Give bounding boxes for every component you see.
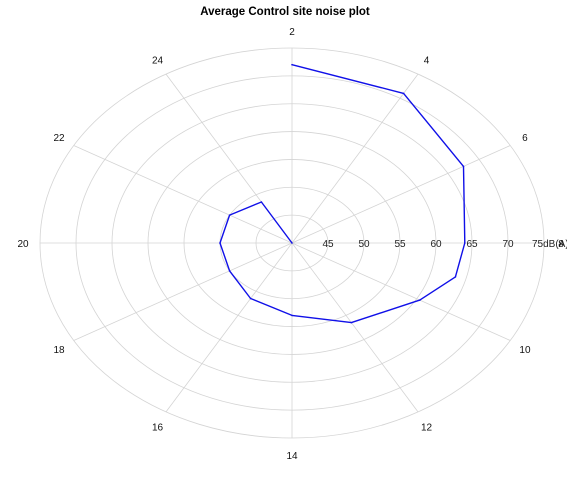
series-layer (219, 63, 466, 324)
data-point (350, 321, 353, 324)
angle-tick-label: 20 (17, 239, 29, 250)
grid-spoke (291, 145, 511, 244)
radial-tick-label: 55 (394, 239, 406, 250)
data-point (464, 242, 466, 244)
radial-tick-label: 65 (466, 239, 478, 250)
data-point (228, 270, 231, 272)
series-line (219, 64, 466, 324)
radial-tick-label: 50 (358, 239, 370, 250)
data-point (260, 201, 263, 203)
angle-tick-label: 16 (152, 423, 164, 434)
angle-tick-label: 6 (522, 133, 528, 144)
angle-tick-label: 14 (286, 451, 298, 462)
radial-tick-label: 75dB(A) (532, 239, 567, 250)
radial-tick-label: 70 (502, 239, 514, 250)
grid-spoke (165, 242, 293, 413)
grid-spoke (291, 242, 511, 341)
angle-tick-label: 24 (152, 55, 164, 66)
angle-tick-label: 12 (421, 423, 433, 434)
grid-spoke (291, 73, 419, 244)
data-point (219, 242, 221, 244)
data-point (454, 276, 457, 278)
data-point (402, 92, 405, 95)
angle-tick-label: 10 (519, 345, 531, 356)
grid-spoke (73, 242, 293, 341)
data-point (462, 165, 465, 168)
data-point (291, 63, 293, 66)
chart-title: Average Control site noise plot (200, 6, 370, 18)
polar-grid (39, 47, 545, 439)
angle-tick-label: 18 (53, 345, 65, 356)
radial-tick-label: 60 (430, 239, 442, 250)
angle-tick-label: 4 (424, 55, 430, 66)
angle-tick-label: 2 (289, 27, 295, 38)
data-point (249, 297, 252, 300)
radial-tick-label: 45 (322, 239, 334, 250)
data-point (228, 214, 231, 216)
data-point (291, 242, 293, 244)
grid-spoke (73, 145, 293, 244)
grid-spoke (291, 242, 419, 413)
data-point (291, 314, 293, 317)
radial-tick-labels: 45 50 55 60 65 70 75dB(A) (322, 239, 567, 250)
angle-tick-label: 8 (558, 239, 564, 250)
data-point (419, 299, 421, 301)
angle-tick-label: 22 (53, 133, 65, 144)
